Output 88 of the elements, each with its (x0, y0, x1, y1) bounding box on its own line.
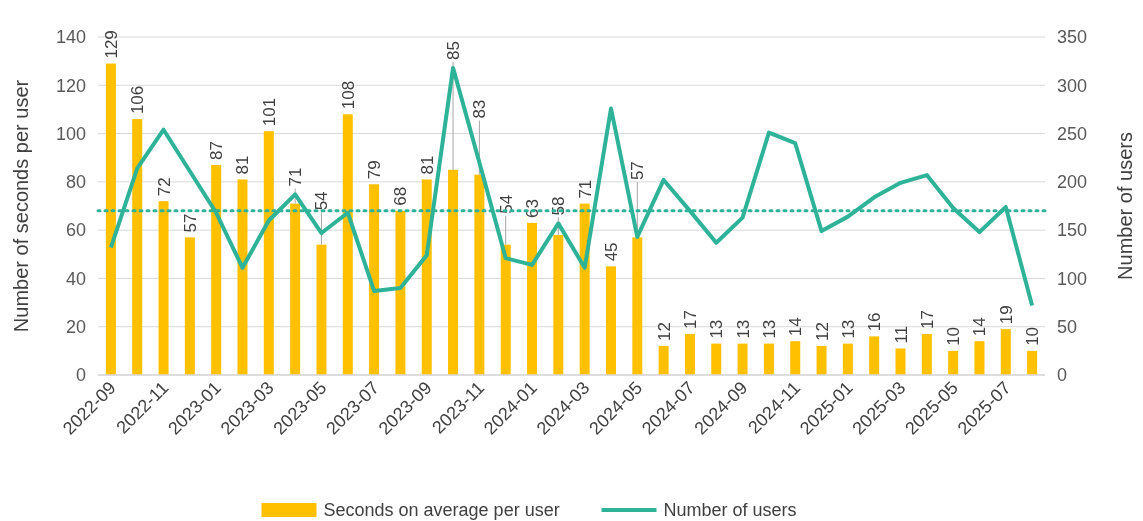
bar (500, 244, 511, 375)
bar (816, 346, 827, 375)
y2-tick-label: 0 (1057, 365, 1068, 386)
bar (263, 131, 274, 375)
bar (737, 343, 748, 375)
bar (790, 341, 801, 375)
data-label: 12 (812, 322, 832, 342)
y2-tick-label: 350 (1057, 27, 1088, 48)
data-label: 19 (996, 305, 1016, 325)
data-label: 45 (601, 242, 621, 262)
bar (895, 348, 906, 375)
bar (369, 184, 380, 375)
y2-tick-label: 100 (1057, 268, 1088, 289)
y2-tick-label: 150 (1057, 220, 1088, 241)
legend-label: Seconds on average per user (323, 500, 560, 521)
data-label: 17 (680, 310, 700, 329)
legend-label: Number of users (663, 500, 797, 521)
bar (921, 333, 932, 375)
bar (105, 63, 116, 375)
bar (158, 201, 169, 375)
bar (1027, 350, 1038, 375)
bar (184, 237, 195, 375)
bar (527, 222, 538, 375)
y2-axis-title: Number of users (1114, 132, 1136, 280)
data-label: 101 (259, 97, 279, 127)
data-label: 57 (180, 213, 200, 233)
bar (632, 237, 643, 375)
bar (237, 179, 248, 375)
data-label: 58 (549, 196, 569, 216)
data-label: 12 (654, 322, 674, 342)
bar (948, 350, 959, 375)
data-label: 108 (338, 80, 358, 110)
data-label: 72 (154, 177, 174, 197)
bar (974, 341, 985, 375)
y-tick-label: 80 (65, 172, 86, 193)
bar (395, 210, 406, 375)
data-label: 85 (444, 40, 464, 60)
y-axis-title: Number of seconds per user (10, 79, 32, 333)
data-label: 13 (707, 319, 727, 339)
bar (605, 266, 616, 375)
bar (290, 203, 301, 375)
y-tick-label: 40 (65, 268, 86, 289)
data-label: 17 (917, 310, 937, 329)
data-label: 14 (970, 317, 990, 337)
bar (842, 343, 853, 375)
data-label: 71 (575, 179, 595, 199)
bar (711, 343, 722, 375)
bar (342, 114, 353, 375)
data-label: 54 (312, 191, 332, 211)
data-label: 83 (470, 99, 490, 119)
data-label: 68 (391, 186, 411, 206)
y-tick-label: 0 (75, 365, 86, 386)
data-label: 13 (733, 319, 753, 339)
data-label: 81 (417, 155, 437, 175)
y2-tick-label: 300 (1057, 75, 1088, 96)
y-tick-label: 140 (55, 27, 86, 48)
data-label: 79 (365, 160, 385, 180)
data-label: 10 (944, 326, 964, 346)
data-label: 14 (786, 317, 806, 337)
data-label: 13 (838, 319, 858, 339)
bar (763, 343, 774, 375)
bar (684, 333, 695, 375)
y-tick-label: 120 (55, 75, 86, 96)
bar (211, 164, 222, 375)
bar (553, 234, 564, 375)
data-label: 87 (207, 141, 227, 160)
bar (474, 174, 485, 375)
y-tick-label: 20 (65, 317, 86, 338)
y2-tick-label: 50 (1057, 317, 1078, 338)
y-tick-label: 60 (65, 220, 86, 241)
data-label: 13 (759, 319, 779, 339)
bar (658, 346, 669, 375)
data-label: 11 (891, 325, 911, 344)
bar (869, 336, 880, 375)
data-label: 106 (128, 85, 148, 115)
y2-tick-label: 250 (1057, 123, 1088, 144)
data-label: 16 (865, 312, 885, 332)
bar (316, 244, 327, 375)
data-label: 129 (101, 30, 121, 59)
bar (1000, 329, 1011, 375)
data-label: 10 (1023, 326, 1043, 346)
bar (448, 169, 459, 375)
y-tick-label: 100 (55, 123, 86, 144)
y2-tick-label: 200 (1057, 172, 1088, 193)
bar (132, 119, 143, 375)
data-label: 71 (286, 167, 306, 187)
data-label: 81 (233, 155, 253, 175)
data-label: 57 (628, 161, 648, 181)
